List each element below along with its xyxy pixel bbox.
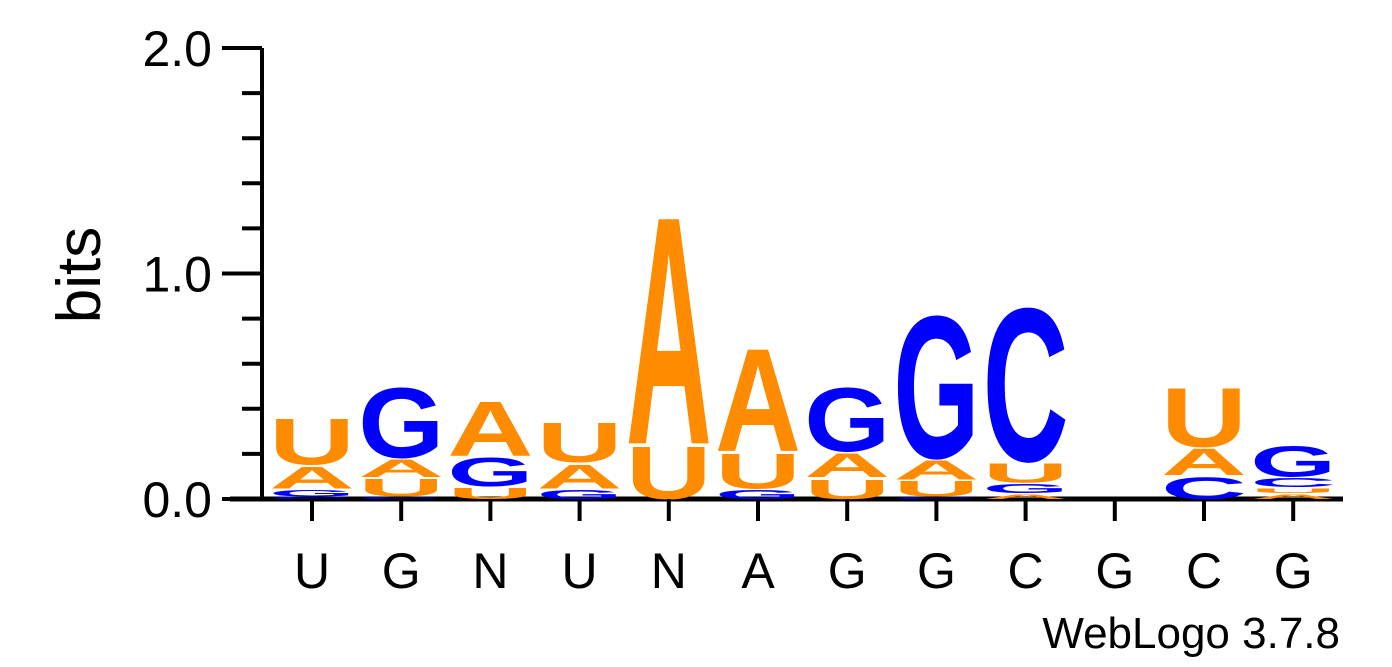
logo-letter-a: A (983, 493, 1069, 500)
logo-letter-c: C (269, 496, 355, 499)
logo-letter-u: U (269, 406, 355, 479)
logo-letter-g: G (358, 367, 444, 479)
x-tick-label: G (917, 543, 956, 599)
logo-letter-a: A (893, 454, 979, 485)
x-tick-label: G (828, 543, 867, 599)
logo-letter-c: C (893, 496, 979, 499)
x-tick-label: U (562, 543, 598, 599)
logo-letter-u: U (358, 474, 444, 502)
logo-letter-u: U (893, 477, 979, 502)
logo-letter-g: G (269, 488, 355, 499)
x-tick-label: G (1274, 543, 1313, 599)
y-ticks: 0.0 1.0 2.0 (142, 21, 262, 528)
logo-letter-u: U (1250, 487, 1336, 494)
logo-letter-u: U (537, 411, 623, 474)
x-tick-label: G (1095, 543, 1134, 599)
logo-letter-g: G (893, 274, 979, 501)
y-tick-label: 2.0 (142, 21, 212, 77)
logo-letter-g: G (537, 488, 623, 502)
logo-letter-a: A (358, 455, 444, 483)
x-tick-label: G (382, 543, 421, 599)
logo-letter-a: A (1250, 493, 1336, 500)
y-tick-label: 0.0 (142, 472, 212, 528)
logo-letter-a: A (269, 460, 355, 495)
y-tick-label: 1.0 (142, 247, 212, 303)
logo-letter-g: G (1250, 437, 1336, 486)
logo-letter-g: G (804, 369, 890, 470)
logo-letter-g: G (715, 488, 801, 502)
logo-letter-g: G (983, 482, 1069, 496)
y-axis-label: bits (45, 227, 114, 323)
logo-letter-a: A (715, 319, 801, 483)
logo-letter-u: U (1161, 370, 1247, 464)
weblogo-credit: WebLogo 3.7.8 (1042, 609, 1340, 658)
x-tick-label: C (1186, 543, 1222, 599)
x-tick-label: A (741, 543, 775, 599)
logo-letter-c: C (1250, 476, 1336, 490)
x-tick-label: U (294, 543, 330, 599)
logo-letter-u: U (715, 444, 801, 500)
logo-letter-u: U (447, 485, 533, 503)
x-tick-label: C (1008, 543, 1044, 599)
logo-letter-a: A (537, 457, 623, 496)
logo-letter-a: A (626, 149, 712, 513)
x-tick-label: N (651, 543, 687, 599)
logo-letter-a: A (447, 385, 533, 472)
logo-letter-g: G (447, 450, 533, 495)
x-tick-label: N (472, 543, 508, 599)
logo-letter-c: C (358, 496, 444, 499)
logo-letter-a: A (1161, 441, 1247, 483)
logo-letter-c: C (983, 263, 1069, 508)
logo-letter-a: A (804, 446, 890, 485)
logo-letter-u: U (983, 457, 1069, 488)
